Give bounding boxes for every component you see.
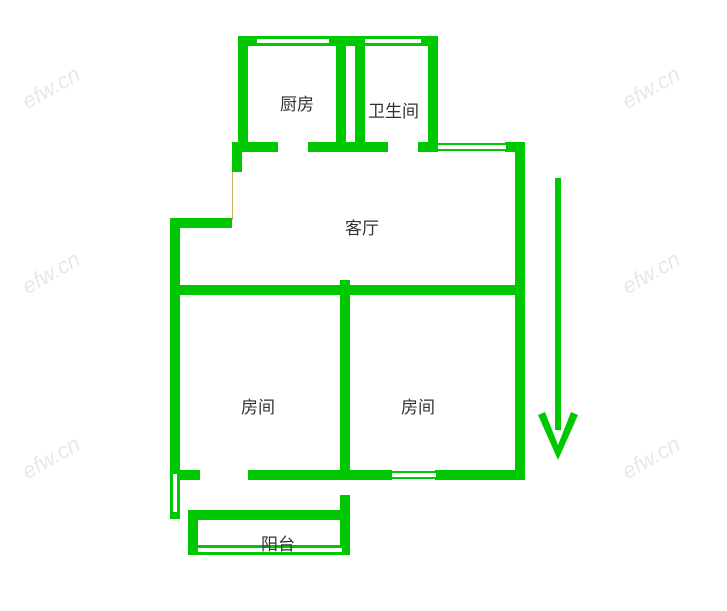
- window: [392, 471, 436, 479]
- watermark: efw.cn: [618, 61, 685, 115]
- floorplan: efw.cn efw.cn efw.cn efw.cn efw.cn efw.c…: [0, 0, 727, 611]
- living-room-label: 客厅: [345, 214, 379, 239]
- room-left-label: 房间: [241, 393, 275, 418]
- wall: [188, 510, 350, 520]
- watermark: efw.cn: [18, 61, 85, 115]
- window: [365, 37, 421, 45]
- room-right-label: 房间: [401, 393, 435, 418]
- wall: [355, 36, 365, 151]
- watermark: efw.cn: [18, 431, 85, 485]
- wall: [515, 142, 525, 467]
- wall: [418, 142, 438, 152]
- wall: [308, 142, 388, 152]
- balcony-label: 阳台: [261, 530, 295, 555]
- kitchen-label: 厨房: [280, 90, 314, 115]
- wall: [248, 470, 348, 480]
- direction-arrow-shaft: [555, 178, 561, 430]
- direction-arrow-head: [535, 410, 581, 460]
- watermark: efw.cn: [618, 246, 685, 300]
- wall: [428, 36, 438, 151]
- wall: [435, 470, 525, 480]
- door: [232, 172, 233, 220]
- window: [171, 474, 179, 512]
- wall: [170, 218, 232, 228]
- wall: [232, 142, 242, 172]
- wall: [336, 36, 346, 151]
- wall: [238, 36, 248, 151]
- watermark: efw.cn: [18, 246, 85, 300]
- bathroom-label: 卫生间: [368, 97, 419, 122]
- window: [438, 143, 506, 151]
- watermark: efw.cn: [618, 431, 685, 485]
- window: [257, 37, 329, 45]
